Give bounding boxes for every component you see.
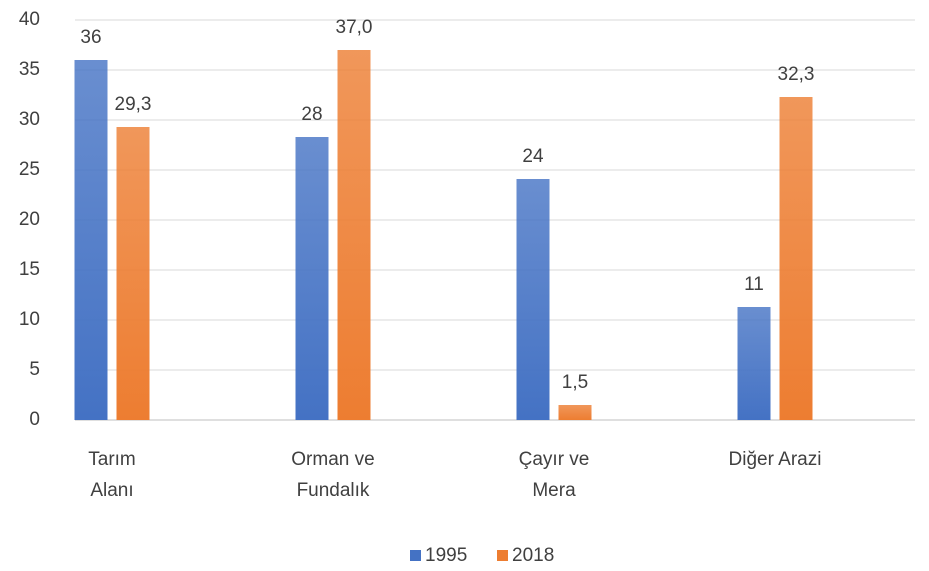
- legend-swatch: [410, 550, 421, 561]
- bar: [558, 405, 592, 420]
- y-tick-label: 10: [19, 309, 40, 330]
- y-tick-label: 35: [19, 59, 40, 80]
- data-label: 37,0: [336, 17, 373, 38]
- data-label: 28: [301, 104, 322, 125]
- y-tick-label: 5: [29, 359, 40, 380]
- x-tick-label: Tarım Alanı: [88, 449, 136, 501]
- bar: [516, 179, 550, 420]
- legend-label: 1995: [425, 545, 467, 566]
- y-tick-label: 0: [29, 409, 40, 430]
- x-tick-label: Orman ve Fundalık: [291, 449, 374, 501]
- y-tick-label: 15: [19, 259, 40, 280]
- y-tick-label: 20: [19, 209, 40, 230]
- y-tick-label: 30: [19, 109, 40, 130]
- data-label: 24: [522, 146, 544, 167]
- data-label: 32,3: [778, 64, 815, 85]
- data-label: 11: [744, 274, 764, 295]
- x-tick-label: Diğer Arazi: [729, 449, 822, 470]
- bar: [337, 50, 371, 420]
- bar: [116, 127, 150, 420]
- bar: [74, 60, 108, 420]
- data-label: 36: [80, 27, 101, 48]
- legend-swatch: [497, 550, 508, 561]
- bar: [295, 137, 329, 420]
- y-tick-label: 25: [19, 159, 40, 180]
- bar: [737, 307, 771, 420]
- y-tick-label: 40: [19, 9, 40, 30]
- data-label: 29,3: [115, 94, 152, 115]
- legend-label: 2018: [512, 545, 554, 566]
- x-tick-label: Çayır ve Mera: [519, 449, 590, 501]
- data-label: 1,5: [562, 372, 588, 393]
- bar: [779, 97, 813, 420]
